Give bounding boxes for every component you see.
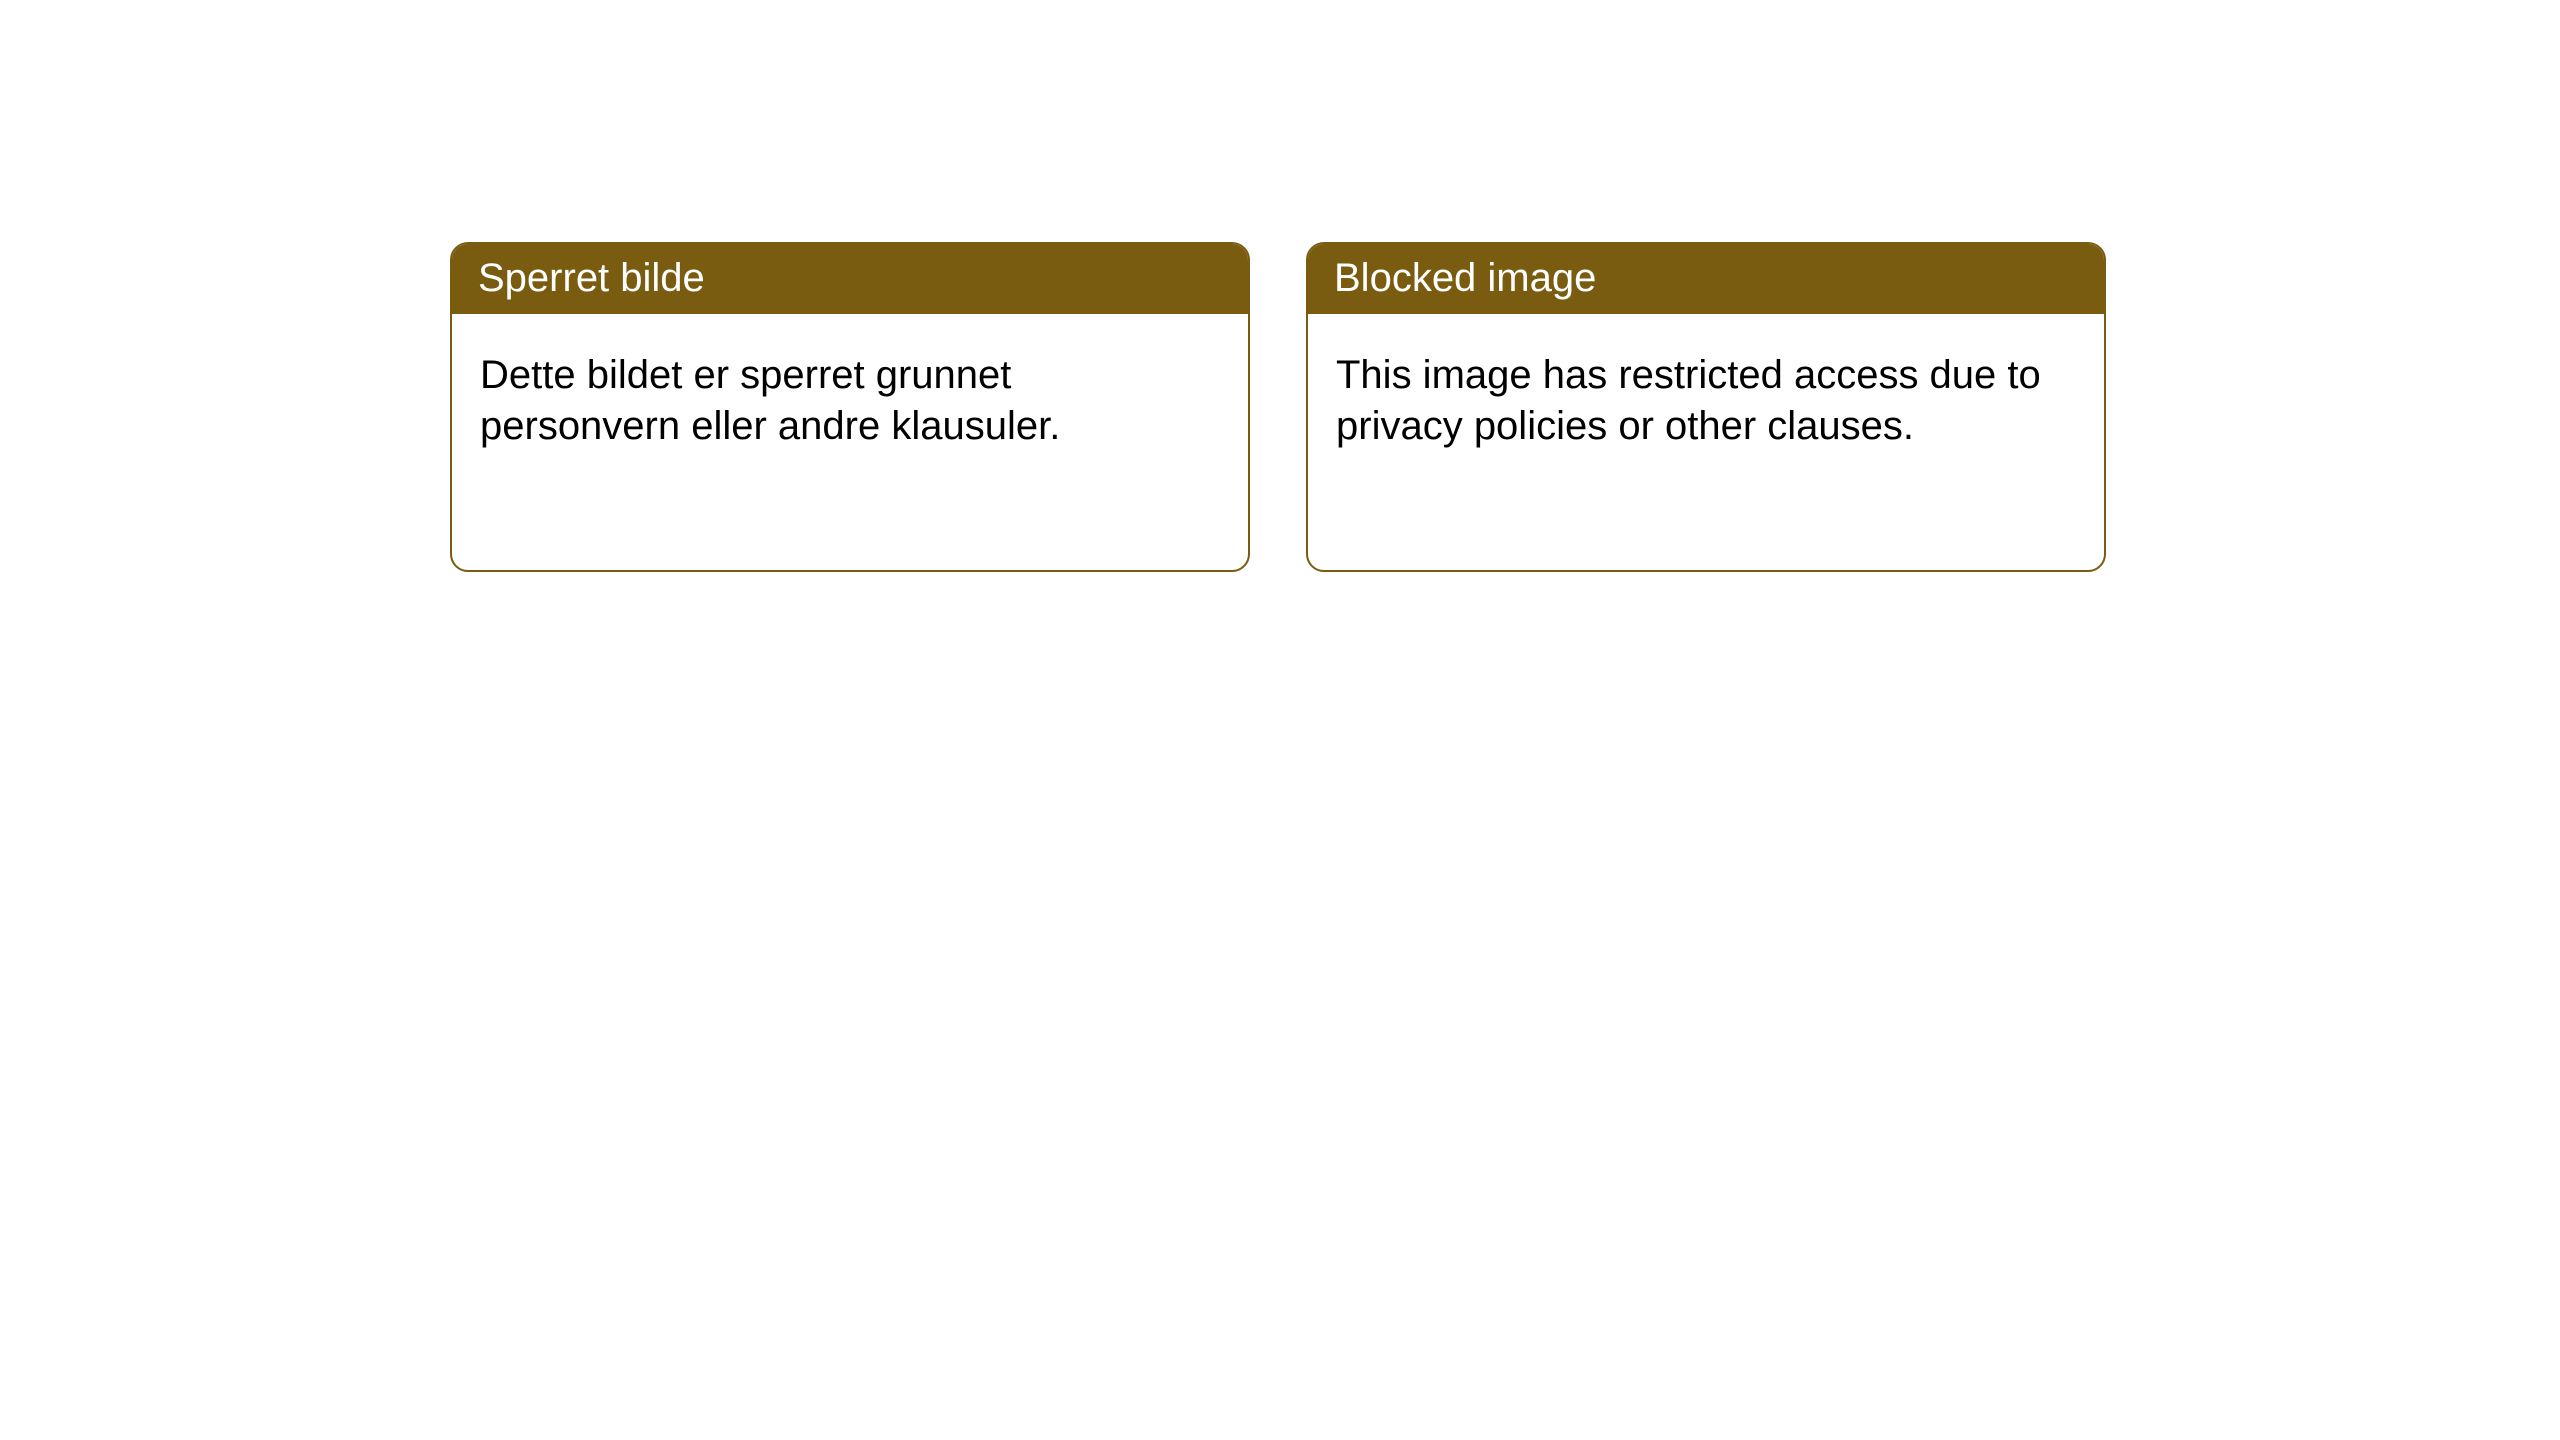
card-header-en: Blocked image xyxy=(1308,244,2104,314)
blocked-image-card-no: Sperret bilde Dette bildet er sperret gr… xyxy=(450,242,1250,572)
card-body-en: This image has restricted access due to … xyxy=(1308,314,2104,488)
card-header-no: Sperret bilde xyxy=(452,244,1248,314)
card-body-no: Dette bildet er sperret grunnet personve… xyxy=(452,314,1248,488)
blocked-image-card-en: Blocked image This image has restricted … xyxy=(1306,242,2106,572)
cards-container: Sperret bilde Dette bildet er sperret gr… xyxy=(0,0,2560,572)
